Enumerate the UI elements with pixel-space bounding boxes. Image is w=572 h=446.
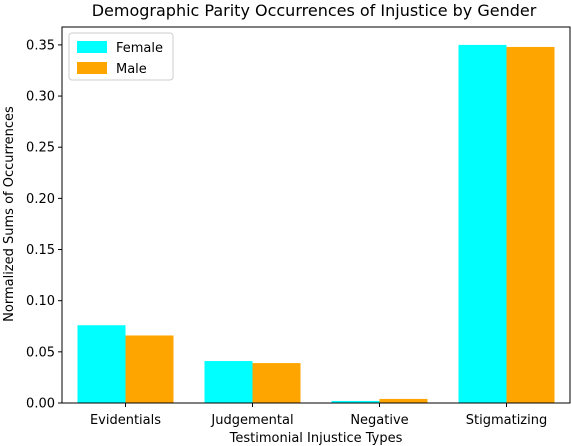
y-tick-label: 0.00	[26, 397, 55, 412]
y-tick-label: 0.15	[26, 243, 55, 258]
legend-swatch-male	[77, 62, 107, 74]
y-tick-label: 0.35	[26, 38, 55, 53]
chart-title: Demographic Parity Occurrences of Injust…	[92, 1, 537, 20]
x-tick-label: Evidentials	[90, 413, 161, 428]
x-tick-label: Judgemental	[210, 413, 293, 428]
legend: Female Male	[68, 32, 174, 81]
legend-label-male: Male	[116, 62, 147, 77]
bar-male-evidentials	[125, 335, 174, 403]
x-tick-label: Negative	[350, 413, 408, 428]
y-tick-label: 0.05	[26, 345, 55, 360]
x-axis-label: Testimonial Injustice Types	[229, 431, 403, 446]
y-tick-label: 0.10	[26, 294, 55, 309]
bar-male-judgemental	[252, 363, 301, 403]
y-tick-label: 0.30	[26, 90, 55, 105]
plot-area: Evidentials Judgemental Negative Stigmatizi…	[26, 26, 571, 428]
x-tick-label: Stigmatizing	[466, 413, 547, 428]
y-tick-label: 0.25	[26, 141, 55, 156]
legend-label-female: Female	[116, 41, 163, 56]
plot-frame	[61, 26, 571, 404]
y-tick-label: 0.20	[26, 192, 55, 207]
bar-female-negative	[331, 400, 380, 403]
bar-male-negative	[379, 398, 428, 403]
legend-swatch-female	[77, 41, 107, 53]
bar-female-judgemental	[204, 361, 253, 403]
bar-male-stigmatizing	[506, 46, 555, 403]
y-axis-label: Normalized Sums of Occurrences	[2, 106, 17, 322]
bar-female-stigmatizing	[458, 44, 507, 404]
bar-female-evidentials	[77, 325, 126, 403]
